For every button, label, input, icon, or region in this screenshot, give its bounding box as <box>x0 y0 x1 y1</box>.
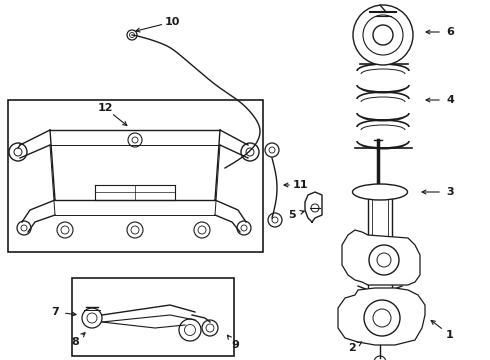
Text: 6: 6 <box>446 27 454 37</box>
Text: 1: 1 <box>446 330 454 340</box>
Text: 2: 2 <box>348 343 356 353</box>
Text: 8: 8 <box>71 337 79 347</box>
Text: 9: 9 <box>231 340 239 350</box>
Text: 5: 5 <box>288 210 296 220</box>
Text: 3: 3 <box>446 187 454 197</box>
Ellipse shape <box>352 184 408 200</box>
Polygon shape <box>342 230 420 285</box>
Polygon shape <box>338 288 425 345</box>
Text: 10: 10 <box>164 17 180 27</box>
Text: 7: 7 <box>51 307 59 317</box>
Bar <box>8 100 263 252</box>
Text: 12: 12 <box>97 103 113 113</box>
Text: 11: 11 <box>292 180 308 190</box>
Circle shape <box>353 5 413 65</box>
Bar <box>72 278 234 356</box>
Text: 4: 4 <box>446 95 454 105</box>
